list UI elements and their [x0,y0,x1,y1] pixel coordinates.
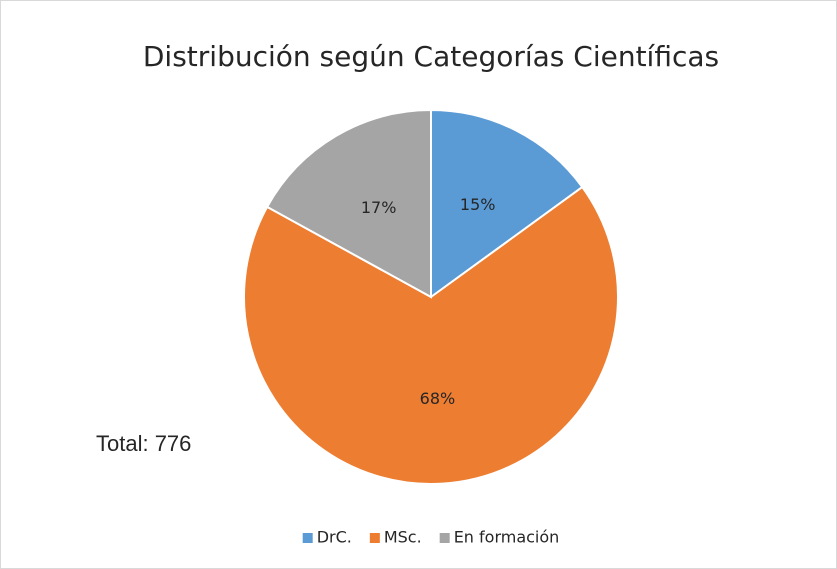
legend-swatch [369,533,380,543]
pie-slice [265,108,432,299]
data-label: 68% [420,389,456,408]
annotation: Total: 776 [96,431,191,456]
legend-label: MSc. [384,528,422,547]
legend-swatch [302,533,313,543]
legend-swatch [439,533,450,543]
legend-label: DrC. [317,528,352,547]
data-label: 15% [460,195,496,214]
data-label: 17% [361,198,397,217]
pie-slice [243,185,619,485]
pie-slice [430,108,584,299]
chart-title: Distribución según Categorías Científica… [143,40,719,73]
legend-label: En formación [454,528,560,547]
